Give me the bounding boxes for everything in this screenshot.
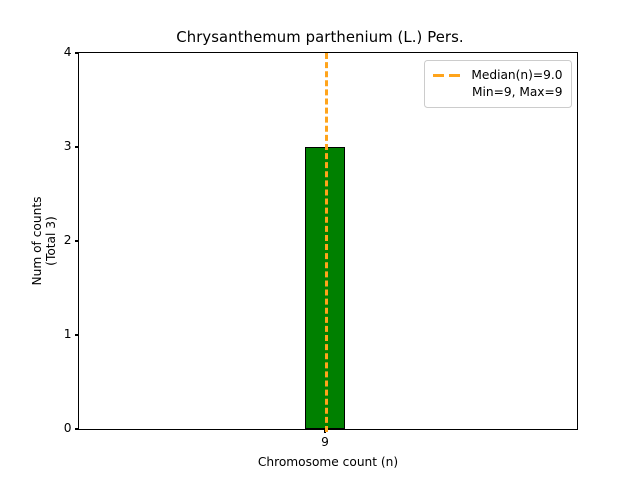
x-tick-label: 9: [321, 435, 329, 449]
legend-label-minmax: Min=9, Max=9: [471, 85, 563, 99]
legend-dashed-line-icon: [433, 67, 463, 84]
x-axis-label: Chromosome count (n): [257, 455, 399, 469]
legend-entry-median: Median(n)=9.0 Min=9, Max=9: [433, 67, 563, 101]
plot-area: 4 3 2 1 0 9: [64, 45, 578, 449]
y-axis-label: Num of counts (Total 3): [30, 52, 58, 430]
y-axis-label-line2: (Total 3): [44, 216, 58, 266]
legend-label-median: Median(n)=9.0: [471, 68, 563, 82]
y-tick-mark: [75, 334, 79, 336]
y-tick-mark: [75, 146, 79, 148]
y-tick-label: 0: [63, 420, 72, 435]
y-tick-label: 4: [63, 44, 72, 59]
bar-9: [305, 147, 345, 429]
y-axis-label-line1: Num of counts: [30, 196, 44, 286]
y-tick-label: 2: [63, 232, 72, 247]
chart-title: Chrysanthemum parthenium (L.) Pers.: [176, 29, 464, 46]
y-tick-mark: [75, 428, 79, 430]
y-tick-label: 3: [63, 138, 72, 153]
y-tick-mark: [75, 52, 79, 54]
legend-label-group: Median(n)=9.0 Min=9, Max=9: [471, 67, 562, 101]
median-line: [325, 52, 328, 432]
y-tick-label: 1: [63, 326, 72, 341]
y-tick-mark: [75, 240, 79, 242]
legend: Median(n)=9.0 Min=9, Max=9: [424, 60, 572, 108]
